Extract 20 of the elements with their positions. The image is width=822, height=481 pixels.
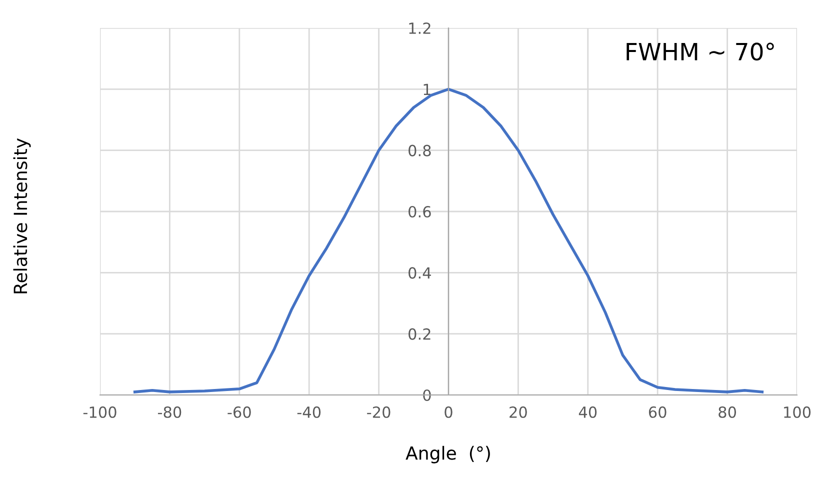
x-axis-title: Angle (°) bbox=[406, 446, 490, 464]
x-tick-label: 100 bbox=[784, 406, 811, 418]
x-tick-label: 80 bbox=[718, 406, 736, 418]
x-tick-label: 60 bbox=[648, 406, 666, 418]
y-tick-label: 0.8 bbox=[408, 144, 431, 156]
y-tick-label: 0.4 bbox=[408, 267, 431, 279]
y-axis-title: Relative Intensity bbox=[13, 138, 31, 294]
y-tick-label: 1.2 bbox=[409, 22, 430, 34]
x-tick-label: 0 bbox=[444, 406, 452, 418]
y-tick-label: 0.2 bbox=[408, 328, 430, 340]
y-tick-label: 0.6 bbox=[408, 206, 431, 218]
x-tick-label: -80 bbox=[158, 406, 182, 418]
annotation: FWHM ~ 70° bbox=[626, 42, 774, 61]
x-tick-label: -60 bbox=[228, 406, 251, 418]
x-tick-label: 20 bbox=[510, 406, 527, 418]
y-tick-label: 1 bbox=[424, 84, 430, 95]
x-tick-label: -100 bbox=[83, 406, 116, 418]
x-tick-label: 40 bbox=[578, 406, 597, 418]
x-tick-label: -40 bbox=[297, 406, 321, 418]
x-tick-label: -20 bbox=[367, 406, 390, 418]
